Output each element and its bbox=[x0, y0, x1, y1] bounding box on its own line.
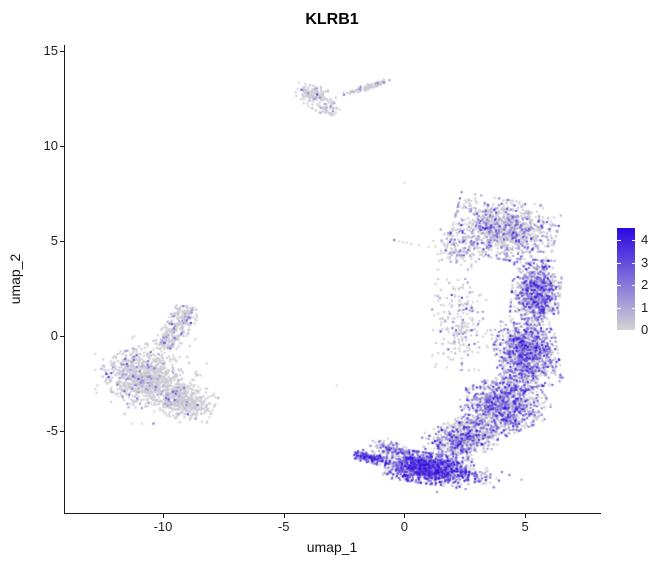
y-tick-mark bbox=[60, 240, 64, 242]
colorbar-tick-mark bbox=[631, 307, 635, 309]
colorbar-gradient bbox=[617, 228, 635, 330]
y-tick-label: 15 bbox=[43, 42, 58, 58]
x-tick-label: 0 bbox=[400, 519, 409, 534]
colorbar-tick-mark bbox=[617, 307, 621, 309]
colorbar-tick-mark bbox=[617, 240, 621, 242]
colorbar-tick-mark bbox=[631, 240, 635, 242]
colorbar-tick-label: 3 bbox=[641, 254, 649, 270]
colorbar-tick-mark bbox=[617, 285, 621, 287]
x-axis-title: umap_1 bbox=[306, 539, 358, 555]
x-tick-mark bbox=[283, 514, 285, 518]
y-tick-mark bbox=[60, 336, 64, 338]
x-tick-label: -5 bbox=[277, 519, 290, 534]
colorbar-tick-label: 1 bbox=[641, 299, 649, 315]
colorbar-tick-mark bbox=[631, 285, 635, 287]
y-tick-mark bbox=[60, 145, 64, 147]
colorbar-tick-mark bbox=[631, 262, 635, 264]
x-tick-label: -10 bbox=[153, 519, 173, 534]
y-tick-label: -5 bbox=[46, 423, 58, 439]
plot-title: KLRB1 bbox=[305, 11, 359, 28]
scatter-points bbox=[64, 45, 600, 513]
x-tick-label: 5 bbox=[521, 519, 529, 534]
x-tick-mark bbox=[162, 514, 164, 518]
y-tick-label: 5 bbox=[50, 232, 58, 248]
x-tick-mark bbox=[404, 514, 406, 518]
x-tick-mark bbox=[525, 514, 527, 518]
y-axis-title: umap_2 bbox=[7, 253, 23, 305]
colorbar-tick-mark bbox=[617, 262, 621, 264]
colorbar-tick-label: 4 bbox=[641, 232, 649, 248]
colorbar-tick-mark bbox=[617, 330, 621, 331]
colorbar-tick-label: 2 bbox=[641, 277, 649, 293]
y-tick-mark bbox=[60, 50, 64, 52]
y-tick-label: 10 bbox=[43, 137, 58, 153]
colorbar-tick-label: 0 bbox=[641, 322, 649, 337]
colorbar-tick-mark bbox=[631, 330, 635, 331]
y-tick-label: 0 bbox=[50, 328, 58, 344]
y-tick-mark bbox=[60, 431, 64, 433]
